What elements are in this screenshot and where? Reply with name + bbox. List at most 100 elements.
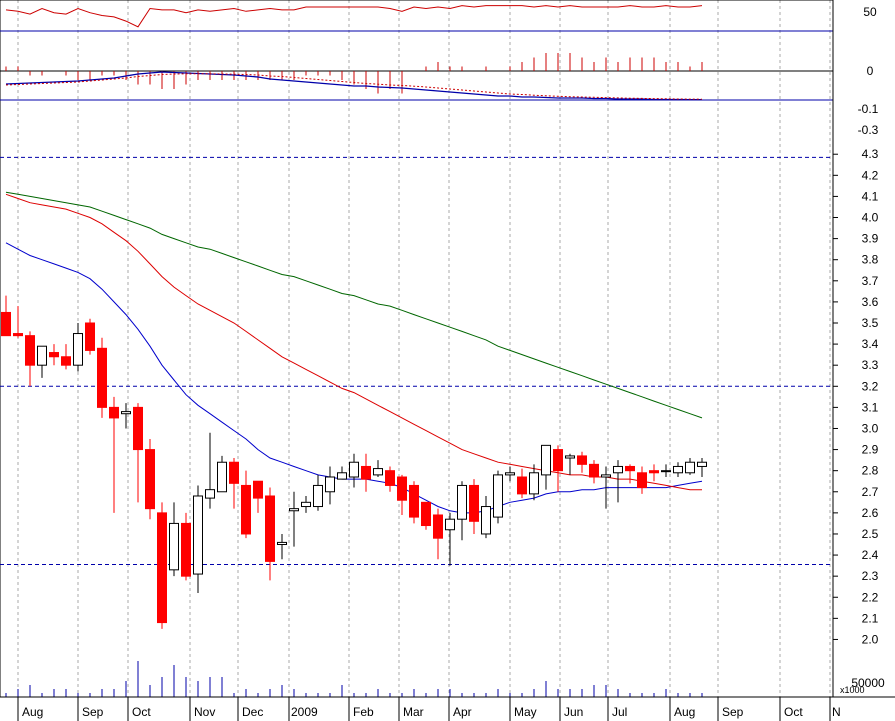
x-tick-label: Jun [564,705,583,719]
candle-body [217,461,227,493]
x-tick-label: Apr [453,705,472,719]
candle-body [253,480,263,499]
candle-body [565,455,575,459]
x-tick-label: Jul [612,705,627,719]
rsi-line [5,5,703,28]
grid [0,0,834,698]
candle-body [637,472,647,489]
x-tick-label: Feb [353,705,374,719]
candle-body [433,514,443,539]
y-tick-label: 2.2 [862,590,879,604]
candle-body [661,470,671,473]
macd-signal-line [5,73,703,100]
x-tick-label: Mar [403,705,424,719]
x-tick-label: N [832,705,841,719]
candle-body [685,461,695,474]
x-tick-label: Nov [194,705,215,719]
x-tick-label: May [514,705,537,719]
candle-body [625,465,635,472]
volume-tick-label: 50000 [851,676,885,690]
candle-body [109,406,119,419]
candle-body [25,335,35,366]
y-tick-label: 2.0 [862,632,879,646]
candle-body [553,449,563,472]
y-tick-label: 3.2 [862,379,879,393]
candle-body [697,461,707,467]
momentum-tick-label: 0 [867,64,874,78]
candle-body [133,406,143,451]
candle-body [325,476,335,493]
y-tick-label: 3.7 [862,274,879,288]
candle-body [349,461,359,478]
x-tick-label: Sep [82,705,104,719]
candle-body [493,474,503,518]
x-tick-label: Aug [674,705,695,719]
candle-body [421,501,431,527]
candle-body [397,476,407,501]
y-tick-label: 4.2 [862,168,879,182]
y-tick-label: 3.1 [862,400,879,414]
plot-frame [0,0,834,698]
volume-unit-label: x1000 [840,685,865,695]
candle-body [649,470,659,474]
x-tick-label: Oct [132,705,151,719]
y-tick-label: 3.9 [862,232,879,246]
y-tick-label: 2.9 [862,443,879,457]
y-tick-label: 2.1 [862,611,879,625]
candle-body [481,506,491,535]
y-tick-label: 3.5 [862,316,879,330]
y-tick-label: 2.7 [862,485,879,499]
y-tick-label: 3.4 [862,337,879,351]
candle-body [409,484,419,518]
x-tick-label: Dec [242,705,263,719]
y-tick-label: 3.6 [862,295,879,309]
x-tick-label: 2009 [291,705,318,719]
candle-body [265,495,275,562]
candle-body [73,333,83,366]
momentum-panel: 0 [0,53,874,94]
macd-tick-label: -0.3 [858,123,879,137]
candle-body [589,463,599,478]
x-tick-label: Aug [22,705,43,719]
candle-body [49,352,59,358]
y-tick-label: 2.4 [862,548,879,562]
y-tick-label: 2.3 [862,569,879,583]
price-panel [0,156,833,629]
x-tick-label: Oct [784,705,803,719]
candle-body [289,508,299,512]
candle-body [145,449,155,510]
x-axis: Aug Sep Oct Nov Dec 2009 Feb Mar Apr May Jun Jul Aug… [0,696,895,721]
candle-body [229,461,239,484]
candle-body [517,476,527,495]
candle-body [601,474,611,478]
candle-body [445,518,455,531]
moving-average-line-3 [5,191,703,419]
candle-body [385,470,395,486]
candle-body [97,347,107,408]
candle-body [13,333,23,337]
candle-body [37,345,47,366]
candle-body [613,465,623,474]
candle-body [469,484,479,522]
rsi-tick-label: 50 [863,5,877,19]
candle-body [169,522,179,571]
candle-body [193,495,203,575]
y-tick-label: 4.3 [862,147,879,161]
candle-body [577,455,587,465]
y-tick-label: 2.5 [862,527,879,541]
candle-body [313,484,323,508]
candle-body [337,472,347,480]
rsi-panel: 50 [0,5,877,32]
y-tick-label: 3.3 [862,358,879,372]
candle-body [457,484,467,520]
candle-body [121,411,131,415]
candle-body [505,472,515,476]
macd-tick-label: -0.1 [858,102,879,116]
candle-body [277,541,287,546]
macd-panel: -0.1 -0.3 [0,71,879,137]
candle-body [373,468,383,476]
moving-average-line-2 [5,193,702,491]
y-tick-label: 3.0 [862,421,879,435]
y-tick-label: 2.6 [862,506,879,520]
